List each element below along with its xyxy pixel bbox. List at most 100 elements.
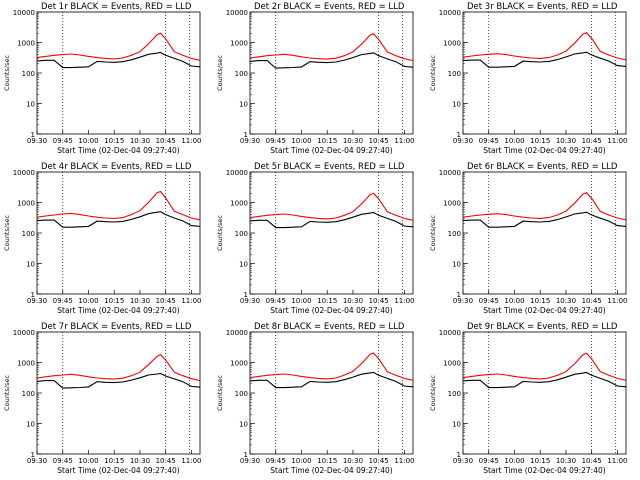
y-tick-label: 10000 — [226, 169, 248, 177]
lld-series-line — [36, 354, 201, 382]
x-tick-label: 10:15 — [530, 457, 550, 465]
y-axis-label: Counts/sec — [3, 55, 11, 91]
events-series-line — [36, 51, 201, 69]
chart-panel-7: Det 7r BLACK = Events, RED = LLD 1 10 100 10… — [3, 322, 202, 475]
x-tick-label: 11:00 — [181, 457, 201, 465]
x-axis-label: Start Time (02-Dec-04 09:27:40) — [270, 146, 392, 155]
x-axis-label: Start Time (02-Dec-04 09:27:40) — [270, 306, 392, 315]
chart-panel-2: Det 2r BLACK = Events, RED = LLD 1 10 100 10… — [216, 2, 415, 155]
lld-series-line — [249, 192, 414, 221]
x-tick-label: 10:00 — [78, 137, 98, 145]
x-tick-label: 10:30 — [130, 297, 150, 305]
x-tick-label: 10:00 — [504, 297, 524, 305]
chart-title: Det 2r BLACK = Events, RED = LLD — [254, 2, 405, 12]
y-tick-label: 1000 — [443, 360, 461, 368]
plot-frame — [249, 331, 414, 455]
x-tick-label: 09:45 — [53, 297, 73, 305]
y-axis-label: Counts/sec — [216, 215, 224, 251]
y-axis-label: Counts/sec — [429, 375, 437, 411]
x-tick-label: 09:45 — [266, 297, 286, 305]
x-tick-label: 11:00 — [394, 297, 414, 305]
y-tick-label: 100 — [448, 390, 461, 398]
x-tick-label: 10:00 — [291, 457, 311, 465]
x-tick-label: 10:45 — [369, 457, 389, 465]
y-tick-label: 10 — [239, 421, 248, 429]
y-tick-label: 100 — [22, 70, 35, 78]
x-tick-label: 11:00 — [394, 457, 414, 465]
chart-title: Det 6r BLACK = Events, RED = LLD — [467, 162, 618, 172]
x-tick-label: 10:00 — [78, 297, 98, 305]
x-tick-label: 10:00 — [291, 137, 311, 145]
y-tick-label: 1000 — [443, 200, 461, 208]
x-tick-label: 11:00 — [607, 457, 627, 465]
chart-title: Det 9r BLACK = Events, RED = LLD — [467, 322, 618, 332]
plot-frame — [36, 11, 201, 135]
x-tick-label: 09:30 — [27, 137, 47, 145]
x-axis-label: Start Time (02-Dec-04 09:27:40) — [483, 146, 605, 155]
x-axis-label: Start Time (02-Dec-04 09:27:40) — [57, 306, 179, 315]
x-tick-label: 10:30 — [343, 297, 363, 305]
lld-series-line — [462, 32, 627, 61]
y-tick-label: 10 — [26, 101, 35, 109]
x-tick-label: 10:30 — [343, 137, 363, 145]
events-series-line — [249, 211, 414, 229]
events-series-line — [36, 211, 201, 228]
x-tick-label: 09:30 — [240, 457, 260, 465]
chart-panel-3: Det 3r BLACK = Events, RED = LLD 1 10 100 10… — [429, 2, 628, 155]
x-tick-label: 09:45 — [53, 137, 73, 145]
events-series-line — [249, 371, 414, 389]
y-tick-label: 10000 — [13, 329, 35, 337]
y-tick-label: 10000 — [226, 9, 248, 17]
y-tick-label: 10000 — [439, 169, 461, 177]
chart-title: Det 3r BLACK = Events, RED = LLD — [467, 2, 618, 12]
lld-series-line — [462, 192, 627, 221]
y-tick-label: 10000 — [226, 329, 248, 337]
plot-frame — [462, 171, 627, 295]
events-series-line — [249, 52, 414, 69]
y-tick-label: 1 — [31, 451, 35, 459]
x-tick-label: 10:30 — [556, 457, 576, 465]
x-tick-label: 11:00 — [181, 297, 201, 305]
x-tick-label: 09:30 — [453, 137, 473, 145]
x-tick-label: 10:15 — [317, 457, 337, 465]
x-tick-label: 09:45 — [266, 137, 286, 145]
x-tick-label: 10:30 — [130, 137, 150, 145]
lld-series-line — [36, 190, 201, 221]
y-tick-label: 1000 — [17, 360, 35, 368]
y-axis-label: Counts/sec — [429, 215, 437, 251]
x-tick-label: 10:30 — [556, 297, 576, 305]
x-tick-label: 10:00 — [291, 297, 311, 305]
x-tick-label: 09:30 — [453, 297, 473, 305]
x-tick-label: 09:30 — [27, 457, 47, 465]
chart-title: Det 4r BLACK = Events, RED = LLD — [41, 162, 192, 172]
x-tick-label: 10:15 — [317, 137, 337, 145]
events-series-line — [462, 371, 627, 389]
plot-frame — [249, 11, 414, 135]
x-tick-label: 11:00 — [607, 297, 627, 305]
y-tick-label: 10000 — [439, 329, 461, 337]
y-tick-label: 1 — [31, 131, 35, 139]
y-axis-label: Counts/sec — [429, 55, 437, 91]
x-tick-label: 10:00 — [504, 457, 524, 465]
y-tick-label: 10 — [452, 261, 461, 269]
y-tick-label: 10000 — [13, 169, 35, 177]
chart-panel-1: Det 1r BLACK = Events, RED = LLD 1 10 100 10… — [3, 2, 202, 155]
chart-panel-4: Det 4r BLACK = Events, RED = LLD 1 10 100 10… — [3, 162, 202, 315]
x-tick-label: 10:45 — [582, 457, 602, 465]
x-tick-label: 10:15 — [530, 297, 550, 305]
x-axis-label: Start Time (02-Dec-04 09:27:40) — [57, 146, 179, 155]
y-tick-label: 100 — [22, 390, 35, 398]
y-tick-label: 1 — [457, 131, 461, 139]
y-tick-label: 100 — [448, 230, 461, 238]
events-series-line — [36, 372, 201, 389]
y-tick-label: 10000 — [439, 9, 461, 17]
y-tick-label: 10 — [239, 261, 248, 269]
y-tick-label: 1 — [244, 131, 248, 139]
chart-title: Det 1r BLACK = Events, RED = LLD — [41, 2, 192, 12]
x-tick-label: 11:00 — [394, 137, 414, 145]
x-tick-label: 10:30 — [556, 137, 576, 145]
chart-title: Det 7r BLACK = Events, RED = LLD — [41, 322, 192, 332]
x-tick-label: 09:30 — [240, 297, 260, 305]
x-tick-label: 09:45 — [266, 457, 286, 465]
x-tick-label: 10:00 — [78, 457, 98, 465]
